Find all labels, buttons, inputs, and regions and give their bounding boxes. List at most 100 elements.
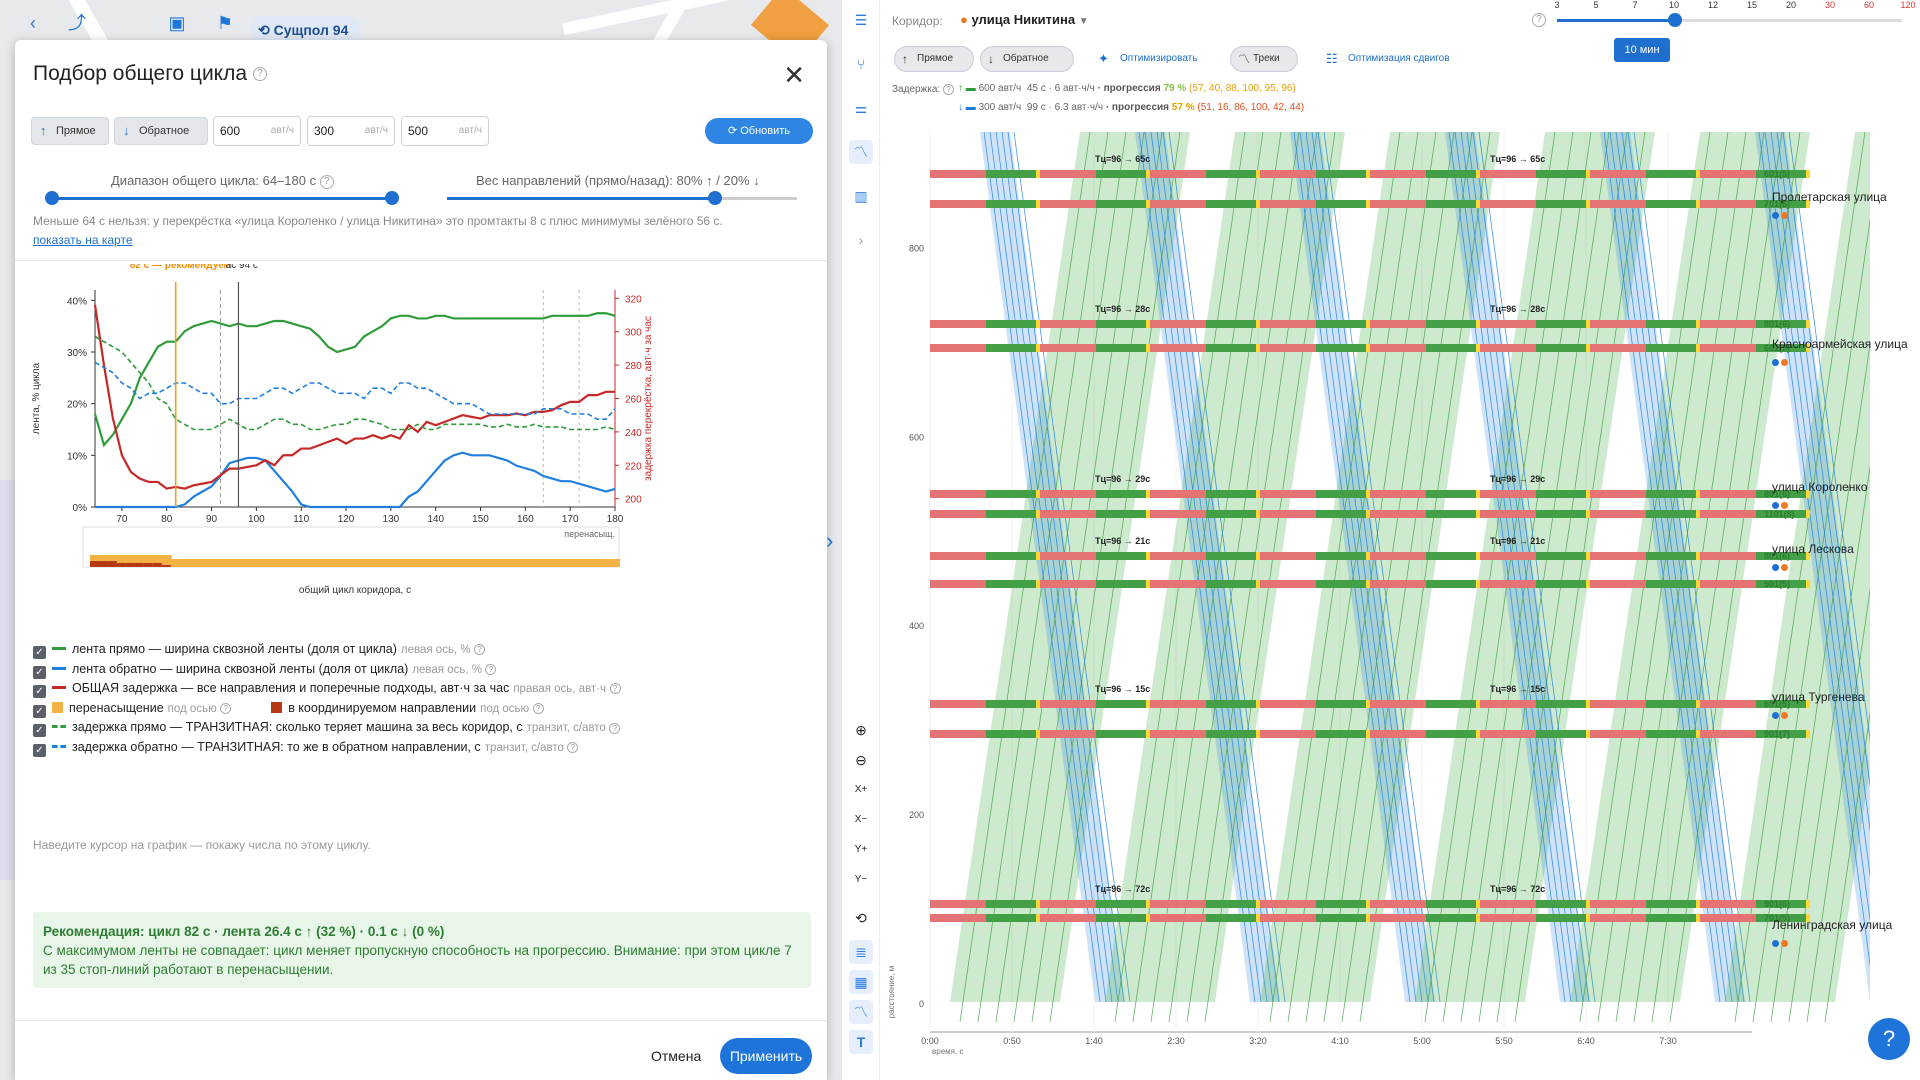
help-icon[interactable]: ? (1532, 12, 1546, 27)
green-phase (1426, 580, 1476, 588)
phase-label: 601(5) (1764, 343, 1790, 353)
yellow-phase (1366, 170, 1370, 178)
blue-track (1770, 131, 1870, 878)
direction-backward-button[interactable]: ↓ Обратное (114, 117, 208, 145)
green-phase (986, 490, 1036, 498)
yellow-phase (1366, 700, 1370, 708)
flow-input-2[interactable]: 300 авт/ч (307, 116, 395, 146)
help-icon[interactable]: ? (532, 703, 544, 714)
help-icon[interactable]: ? (252, 67, 267, 82)
help-icon[interactable]: ? (485, 663, 497, 675)
legend-item[interactable]: ✓ перенасыщение под осью ? в координируемом… (33, 699, 544, 718)
help-button[interactable]: ? (1868, 1018, 1910, 1060)
optimize-button[interactable]: ✦ Оптимизировать (1098, 46, 1197, 72)
share-icon[interactable]: ⤴ (68, 13, 86, 33)
sliders-icon[interactable]: ☰ (854, 12, 868, 28)
x-plus-button[interactable]: X+ (854, 784, 868, 795)
time-space-diagram[interactable]: 800 600 400 200 0 расстояние, м 0:00 0:50 1:40 2:… (880, 120, 1870, 1080)
tc-label: Тц=96 → 72с (1095, 884, 1150, 894)
legend-item[interactable]: ✓ задержка обратно — ТРАНЗИТНАЯ: то же в … (33, 738, 579, 757)
corridor-backward-button[interactable]: ↓ Обратное (980, 46, 1074, 72)
help-icon[interactable]: ? (474, 644, 486, 656)
help-icon[interactable]: ? (609, 722, 621, 734)
zoom-tick-label: 7 (1632, 0, 1638, 10)
phase-label: 601(5) (1764, 699, 1790, 709)
red-phase (1480, 900, 1536, 908)
calculator-icon[interactable]: ▦ (849, 970, 873, 994)
layers-icon[interactable]: ≣ (849, 940, 873, 964)
phase-label: 801(6) (1764, 551, 1790, 561)
legend-item[interactable]: ✓ лента обратно — ширина сквозной ленты (… (33, 660, 497, 679)
recommendation-box: Рекомендация: цикл 82 с · лента 26.4 с ↑… (33, 912, 811, 988)
graph-icon[interactable]: 〽 (849, 140, 873, 164)
x-tick-label: 160 (517, 514, 534, 525)
zoom-slider[interactable] (1557, 19, 1902, 22)
flow-input-3[interactable]: 500 авт/ч (401, 116, 489, 146)
fork-icon[interactable]: ⑂ (856, 56, 866, 72)
red-phase (1590, 170, 1646, 178)
legend-item[interactable]: ✓ лента прямо — ширина сквозной ленты (до… (33, 640, 486, 659)
status-dots (1772, 708, 1790, 722)
refresh-button[interactable]: ⟳ Обновить (705, 118, 813, 144)
legend-checkbox[interactable]: ✓ (33, 646, 46, 659)
x-minus-button[interactable]: X− (854, 814, 868, 825)
range-max-handle[interactable] (385, 191, 399, 205)
y-plus-button[interactable]: Y+ (854, 844, 868, 855)
route-pill[interactable]: ⟲ Сущпол 94 (250, 16, 361, 44)
weight-slider[interactable] (447, 197, 715, 200)
corridor-select[interactable]: ● улица Никитина ▼ (960, 12, 1089, 27)
reset-icon[interactable]: ⟲ (855, 910, 867, 926)
legend-item[interactable]: ✓ ОБЩАЯ задержка — все направления и попе… (33, 679, 621, 699)
red-phase (1370, 490, 1426, 498)
cancel-button[interactable]: Отмена (651, 1048, 702, 1064)
recommend-label: 82 с — рекомендуем (130, 264, 231, 271)
shift-optimize-button[interactable]: ☷ Оптимизация сдвигов (1326, 46, 1450, 72)
oversat-bar (215, 559, 226, 567)
zoom-out-icon[interactable]: ⊖ (855, 752, 867, 768)
apply-button[interactable]: Применить (720, 1038, 812, 1074)
red-phase (1370, 344, 1426, 352)
blue-track (1478, 131, 1596, 1003)
legend-checkbox[interactable]: ✓ (33, 744, 46, 757)
zoom-handle[interactable] (1668, 13, 1682, 27)
red-phase (930, 580, 986, 588)
zoom-in-icon[interactable]: ⊕ (855, 722, 867, 738)
tracks-button[interactable]: 〽 Треки (1230, 46, 1298, 72)
help-icon[interactable]: ? (220, 703, 232, 714)
legend-checkbox[interactable]: ✓ (33, 665, 46, 679)
image-icon[interactable]: ▣ (168, 13, 186, 33)
help-icon[interactable]: ? (567, 742, 579, 754)
oversat-bar (610, 559, 620, 567)
yellow-phase (1696, 914, 1700, 922)
range-slider[interactable] (45, 191, 399, 205)
corridor-forward-button[interactable]: ↑ Прямое (894, 46, 974, 72)
legend-checkbox[interactable]: ✓ (33, 724, 46, 738)
legend-checkbox[interactable]: ✓ (33, 704, 46, 718)
close-icon[interactable]: ✕ (783, 60, 805, 90)
range-min-handle[interactable] (45, 191, 59, 205)
red-phase (1040, 170, 1096, 178)
expand-arrows-icon[interactable]: › (826, 528, 834, 553)
blue-track (995, 131, 1113, 1003)
help-icon[interactable]: ? (609, 683, 621, 695)
chevron-right-icon[interactable]: › (858, 232, 864, 248)
cycle-chart[interactable]: 0% 10% 20% 30% 40% 200 220 240 260 280 300 320 70 80 9… (15, 264, 827, 694)
red-phase (930, 510, 986, 518)
flow-input-1[interactable]: 600 авт/ч (213, 116, 301, 146)
green-phase (986, 170, 1036, 178)
show-on-map-link[interactable]: показать на карте (33, 233, 133, 247)
y-minus-button[interactable]: Y− (854, 874, 868, 885)
line-chart-icon[interactable]: 〽 (849, 1000, 873, 1024)
x-tick-label: 4:10 (1331, 1036, 1349, 1046)
back-icon[interactable]: ‹ (30, 13, 36, 33)
text-icon[interactable]: T (849, 1030, 873, 1054)
bookmark-icon[interactable]: ⚑ (216, 13, 234, 33)
weight-handle[interactable] (708, 191, 722, 205)
bar-chart-icon[interactable]: ▥ (854, 188, 868, 204)
sparkle-icon: ✦ (1098, 51, 1109, 66)
traffic-light-icon[interactable]: ⚌ (854, 100, 868, 116)
legend-checkbox[interactable]: ✓ (33, 685, 46, 699)
legend-item[interactable]: ✓ задержка прямо — ТРАНЗИТНАЯ: сколько те… (33, 718, 621, 738)
green-track (977, 131, 1109, 1023)
direction-forward-button[interactable]: ↑ Прямое (31, 117, 109, 145)
